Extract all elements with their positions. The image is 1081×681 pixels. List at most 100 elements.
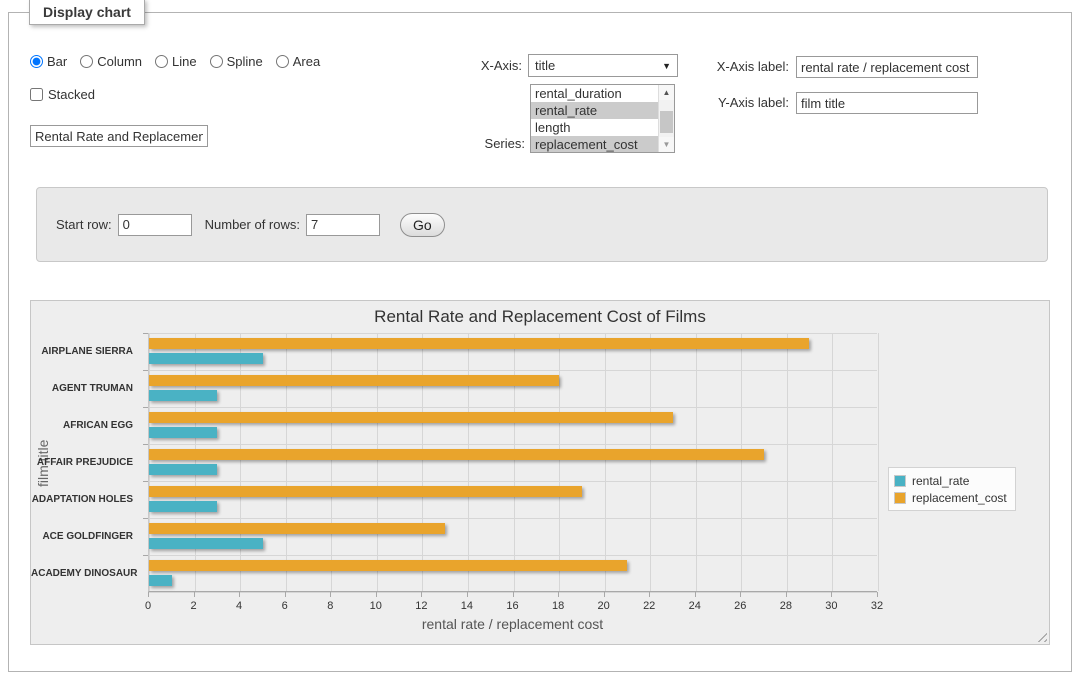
bar-rental_rate-1 — [149, 390, 217, 401]
chart-type-radio-label: Line — [172, 54, 197, 69]
x-tick-label: 22 — [634, 600, 664, 612]
series-listbox[interactable]: rental_durationrental_ratelengthreplacem… — [530, 84, 675, 153]
gridline — [149, 481, 877, 482]
scrollbar-thumb[interactable] — [660, 111, 673, 133]
y-axis-label-input[interactable] — [796, 92, 978, 114]
axis-tick — [143, 518, 148, 519]
gridline — [286, 333, 287, 591]
bar-rental_rate-2 — [149, 427, 217, 438]
axis-tick — [143, 444, 148, 445]
bar-replacement_cost-5 — [149, 523, 445, 534]
legend-swatch-icon — [894, 475, 906, 487]
chart-container: Rental Rate and Replacement Cost of Film… — [30, 300, 1050, 645]
axis-tick — [558, 592, 559, 597]
x-tick-label: 4 — [224, 600, 254, 612]
axis-tick — [740, 592, 741, 597]
x-axis-label-label: X-Axis label: — [709, 59, 789, 74]
legend-label: rental_rate — [912, 474, 969, 488]
chart-title-input[interactable] — [30, 125, 208, 147]
x-axis-select[interactable]: title ▼ — [528, 54, 678, 77]
y-axis-label-label: Y-Axis label: — [709, 95, 789, 110]
legend-item-replacement_cost[interactable]: replacement_cost — [894, 489, 1007, 506]
bar-replacement_cost-0 — [149, 338, 809, 349]
bar-rental_rate-6 — [149, 575, 172, 586]
axis-tick — [285, 592, 286, 597]
gridline — [149, 444, 877, 445]
chart-type-radio-bar[interactable] — [30, 55, 43, 68]
bar-replacement_cost-4 — [149, 486, 582, 497]
scroll-up-icon[interactable]: ▲ — [659, 85, 674, 100]
axis-tick — [467, 592, 468, 597]
axis-tick — [376, 592, 377, 597]
series-option-rental_rate[interactable]: rental_rate — [531, 102, 658, 119]
bar-replacement_cost-6 — [149, 560, 627, 571]
axis-tick — [831, 592, 832, 597]
gridline — [149, 518, 877, 519]
bar-rental_rate-0 — [149, 353, 263, 364]
chart-type-option-column[interactable]: Column — [80, 54, 142, 69]
series-select-label: Series: — [449, 136, 525, 151]
chart-type-option-spline[interactable]: Spline — [210, 54, 263, 69]
axis-tick — [649, 592, 650, 597]
go-button[interactable]: Go — [400, 213, 445, 237]
axis-tick — [143, 333, 148, 334]
bar-replacement_cost-1 — [149, 375, 559, 386]
axis-tick — [148, 592, 149, 597]
stacked-checkbox[interactable] — [30, 88, 43, 101]
series-option-replacement_cost[interactable]: replacement_cost — [531, 136, 658, 152]
start-row-input[interactable] — [118, 214, 192, 236]
series-option-rental_duration[interactable]: rental_duration — [531, 85, 658, 102]
x-tick-label: 28 — [771, 600, 801, 612]
series-option-length[interactable]: length — [531, 119, 658, 136]
x-axis-select-value: title — [535, 58, 662, 73]
chart-type-radio-spline[interactable] — [210, 55, 223, 68]
row-range-form: Start row: Number of rows: Go — [36, 187, 1048, 262]
category-label: AGENT TRUMAN — [31, 383, 141, 394]
gridline — [650, 333, 651, 591]
chart-type-radio-column[interactable] — [80, 55, 93, 68]
scroll-down-icon[interactable]: ▼ — [659, 137, 674, 152]
legend-item-rental_rate[interactable]: rental_rate — [894, 472, 1007, 489]
gridline — [149, 370, 877, 371]
x-tick-label: 8 — [315, 600, 345, 612]
series-listbox-scrollbar[interactable]: ▲ ▼ — [658, 85, 674, 152]
chart-type-radios: Bar Column Line Spline Area — [30, 54, 320, 69]
stacked-checkbox-row[interactable]: Stacked — [30, 87, 95, 102]
chart-legend: rental_ratereplacement_cost — [888, 467, 1016, 511]
x-axis-label-input[interactable] — [796, 56, 978, 78]
x-tick-label: 2 — [179, 600, 209, 612]
axis-tick — [421, 592, 422, 597]
bar-replacement_cost-2 — [149, 412, 673, 423]
chart-type-option-area[interactable]: Area — [276, 54, 320, 69]
gridline — [331, 333, 332, 591]
axis-tick — [143, 481, 148, 482]
resize-grip-icon[interactable] — [1034, 629, 1047, 642]
gridline — [149, 333, 150, 591]
chart-type-option-bar[interactable]: Bar — [30, 54, 67, 69]
axis-tick — [604, 592, 605, 597]
chart-x-axis-title: rental rate / replacement cost — [148, 616, 877, 632]
x-tick-label: 16 — [498, 600, 528, 612]
chart-title: Rental Rate and Replacement Cost of Film… — [31, 307, 1049, 327]
gridline — [468, 333, 469, 591]
chart-type-radio-area[interactable] — [276, 55, 289, 68]
series-listbox-items: rental_durationrental_ratelengthreplacem… — [531, 85, 658, 152]
start-row-label: Start row: — [56, 217, 112, 232]
category-label: ACADEMY DINOSAUR — [31, 568, 141, 579]
axis-tick — [239, 592, 240, 597]
panel-title: Display chart — [29, 0, 145, 25]
gridline — [422, 333, 423, 591]
number-of-rows-input[interactable] — [306, 214, 380, 236]
gridline — [149, 333, 877, 334]
gridline — [149, 407, 877, 408]
axis-tick — [143, 370, 148, 371]
chart-type-radio-line[interactable] — [155, 55, 168, 68]
gridline — [195, 333, 196, 591]
axis-tick — [513, 592, 514, 597]
x-tick-label: 26 — [725, 600, 755, 612]
gridline — [514, 333, 515, 591]
axis-tick — [194, 592, 195, 597]
x-axis-select-label: X-Axis: — [449, 58, 522, 73]
chart-type-option-line[interactable]: Line — [155, 54, 197, 69]
legend-swatch-icon — [894, 492, 906, 504]
